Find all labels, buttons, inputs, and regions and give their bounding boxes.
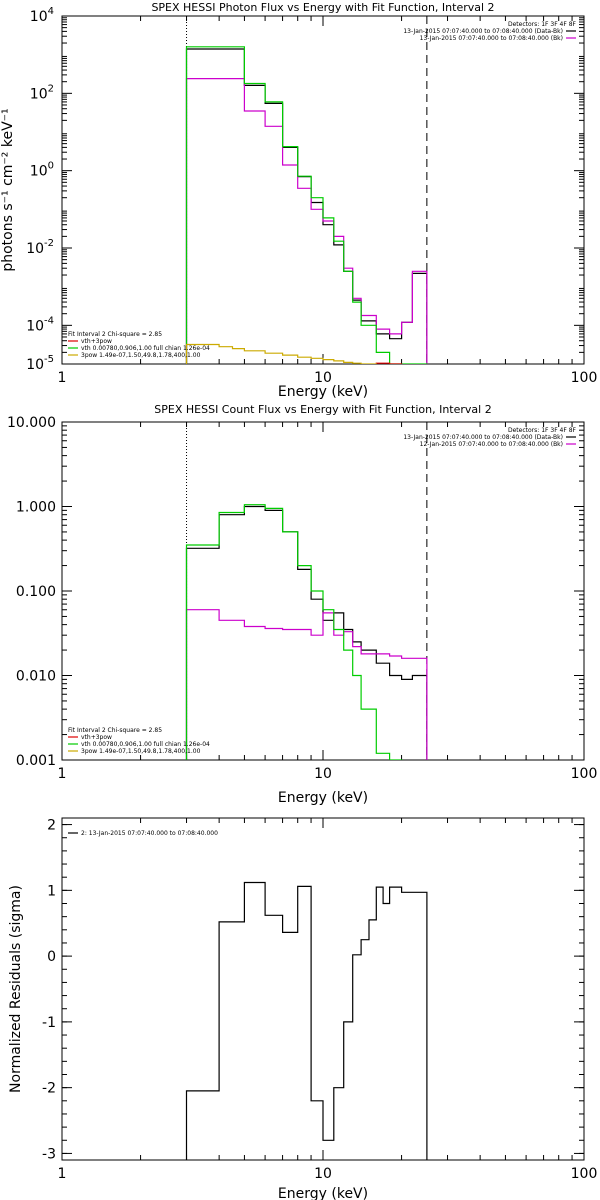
residuals-xlabel: Energy (keV) (278, 1186, 368, 1200)
legend-label: vth+3pow (81, 338, 112, 345)
x-tick-label: 1 (58, 370, 67, 386)
y-tick-label: -2 (42, 1081, 56, 1097)
y-tick-label: 1 (47, 883, 56, 899)
photon-flux-panel: SPEX HESSI Photon Flux vs Energy with Fi… (0, 1, 597, 400)
legend-header: Fit Interval 2 Chi-square = 2.85 (68, 727, 162, 734)
legend-label: 2: 13-Jan-2015 07:07:40.000 to 07:08:40.… (81, 830, 218, 837)
y-tick-base: 10 (30, 9, 48, 25)
series-group (185, 46, 428, 364)
x-tick-label: 100 (571, 370, 598, 386)
legend-header: Detectors: 1F 3F 4F 8F (508, 427, 577, 434)
y-tick-base: 10 (30, 164, 48, 180)
legend-label: 3pow 1.49e-07,1.50,49.8,1.78,400,1.00 (81, 352, 201, 359)
series-2-line (185, 46, 428, 364)
count-flux-title: SPEX HESSI Count Flux vs Energy with Fit… (154, 403, 491, 416)
y-tick-label: 104 (30, 6, 54, 25)
y-tick-label: 0 (47, 949, 56, 965)
series-0-line (185, 505, 428, 760)
y-tick-base: 10 (26, 357, 44, 373)
legend-label: vth+3pow (81, 734, 112, 741)
y-tick-exponent: -5 (44, 354, 54, 365)
x-tick-label: 100 (571, 766, 598, 782)
y-tick-label: 102 (30, 83, 54, 102)
x-tick-label: 100 (571, 1166, 598, 1182)
count-flux-xlabel: Energy (keV) (278, 790, 368, 806)
legend-label: 12-Jan-2015 07:07:40.000 to 07:08:40.000… (420, 441, 563, 448)
series-3-line (375, 362, 403, 364)
y-tick-label: 10-2 (26, 238, 54, 257)
x-tick-label: 1 (58, 1166, 67, 1182)
y-tick-exponent: 0 (48, 161, 54, 172)
y-tick-exponent: -2 (44, 238, 54, 249)
series-0-line (185, 881, 428, 1160)
count-flux-panel: SPEX HESSI Count Flux vs Energy with Fit… (7, 403, 597, 806)
y-tick-label: 2 (47, 818, 56, 834)
y-tick-base: 10 (30, 86, 48, 102)
y-tick-label: 0.100 (16, 584, 56, 600)
legend-label: 13-Jan-2015 07:07:40.000 to 07:08:40.000… (403, 434, 563, 441)
y-tick-label: 100 (30, 161, 54, 180)
series-0-line (185, 48, 428, 364)
y-tick-base: 10 (26, 241, 44, 257)
residuals-panel: Energy (keV) Normalized Residuals (sigma… (8, 817, 598, 1200)
residuals-ylabel: Normalized Residuals (sigma) (8, 885, 24, 1093)
y-tick-exponent: 2 (48, 83, 54, 94)
photon-flux-title: SPEX HESSI Photon Flux vs Energy with Fi… (151, 1, 494, 14)
y-tick-label: -3 (42, 1146, 56, 1162)
photon-flux-xlabel: Energy (keV) (278, 384, 368, 400)
series-2-line (185, 504, 403, 760)
y-tick-label: -1 (42, 1015, 56, 1031)
legend-label: 13-Jan-2015 07:07:40.000 to 07:08:40.000… (420, 35, 563, 42)
series-group (185, 881, 428, 1160)
photon-flux-ylabel: photons s⁻¹ cm⁻² keV⁻¹ (0, 108, 16, 271)
legend-header: Detectors: 1F 3F 4F 8F (508, 21, 577, 28)
legend-header: Fit Interval 2 Chi-square = 2.85 (68, 331, 162, 338)
y-tick-label: 10.000 (7, 415, 56, 431)
y-tick-label: 0.010 (16, 669, 56, 685)
legend-label: vth 0.00780,0.906,1.00 full chian 1.26e-… (81, 741, 210, 748)
y-tick-label: 0.001 (16, 753, 56, 769)
y-tick-label: 1.000 (16, 500, 56, 516)
series-group (185, 504, 428, 760)
legend-label: 3pow 1.49e-07,1.50,49.8,1.78,400,1.00 (81, 748, 201, 755)
legend-label: 13-Jan-2015 07:07:40.000 to 07:08:40.000… (403, 28, 563, 35)
series-4-line (185, 343, 377, 364)
y-tick-exponent: -4 (44, 315, 54, 326)
x-tick-label: 10 (314, 766, 332, 782)
y-tick-base: 10 (26, 318, 44, 334)
y-tick-exponent: 4 (48, 6, 54, 17)
series-1-line (185, 609, 428, 760)
y-tick-label: 10-4 (26, 315, 54, 334)
legend-label: vth 0.00780,0.906,1.00 full chian 1.26e-… (81, 345, 210, 352)
y-tick-label: 10-5 (26, 354, 54, 373)
series-1-line (185, 78, 428, 364)
x-tick-label: 1 (58, 766, 67, 782)
plot-frame (61, 15, 585, 365)
x-tick-label: 10 (314, 1166, 332, 1182)
x-tick-label: 10 (314, 370, 332, 386)
